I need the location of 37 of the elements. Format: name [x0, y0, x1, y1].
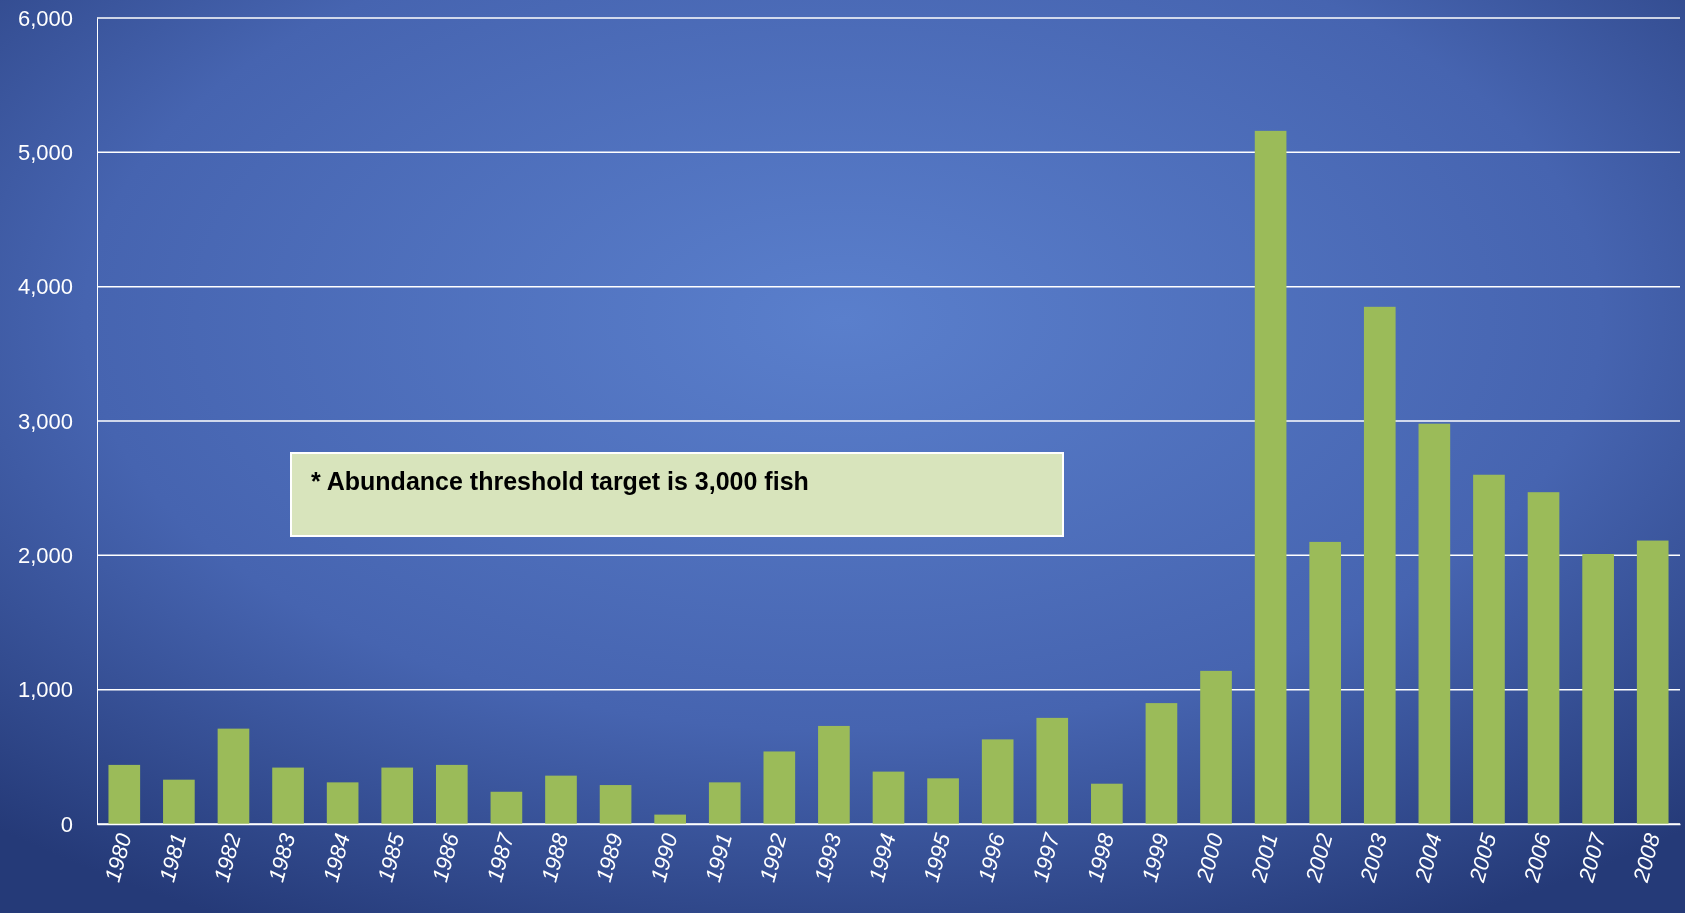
x-tick-label: 1994 [863, 830, 901, 885]
y-tick-label: 0 [60, 811, 73, 837]
x-tick-label: 2008 [1627, 830, 1666, 886]
y-tick-label: 3,000 [17, 408, 73, 434]
x-tick-label: 2000 [1191, 830, 1229, 886]
x-tick-label: 1990 [645, 830, 683, 885]
x-tick-label: 1996 [973, 830, 1011, 885]
x-tick-label: 2003 [1354, 830, 1393, 886]
y-tick-label: 1,000 [17, 677, 73, 703]
x-tick-label: 1995 [918, 830, 956, 885]
x-tick-label: 1998 [1082, 830, 1120, 885]
x-tick-label: 1991 [700, 830, 738, 885]
x-tick-label: 2001 [1245, 830, 1283, 886]
x-tick-label: 1980 [99, 830, 137, 885]
x-tick-label: 2002 [1300, 830, 1338, 886]
x-tick-label: 2005 [1464, 830, 1502, 886]
x-tick-label: 1989 [591, 830, 628, 885]
x-tick-label: 1987 [481, 830, 519, 885]
y-tick-label: 5,000 [17, 139, 73, 165]
y-tick-label: 2,000 [17, 542, 73, 568]
x-tick-label: 1997 [1027, 830, 1065, 885]
x-tick-label: 1992 [754, 830, 792, 885]
x-tick-label: 1984 [318, 830, 355, 885]
y-tick-label: 4,000 [17, 274, 73, 300]
y-tick-label: 6,000 [17, 5, 73, 31]
x-tick-label: 1983 [263, 830, 301, 885]
x-tick-label: 1985 [372, 830, 410, 885]
x-tick-label: 2004 [1409, 830, 1447, 886]
annotation: * Abundance threshold target is 3,000 fish [311, 467, 809, 495]
x-tick-label: 2006 [1518, 830, 1556, 886]
x-tick-label: 2007 [1573, 830, 1611, 886]
x-tick-label: 1993 [809, 830, 847, 885]
x-tick-label: 1999 [1136, 830, 1174, 885]
x-tick-label: 1982 [208, 830, 246, 885]
x-tick-label: 1988 [536, 830, 574, 885]
x-tick-label: 1981 [154, 830, 192, 885]
x-tick-label: 1986 [427, 830, 465, 885]
